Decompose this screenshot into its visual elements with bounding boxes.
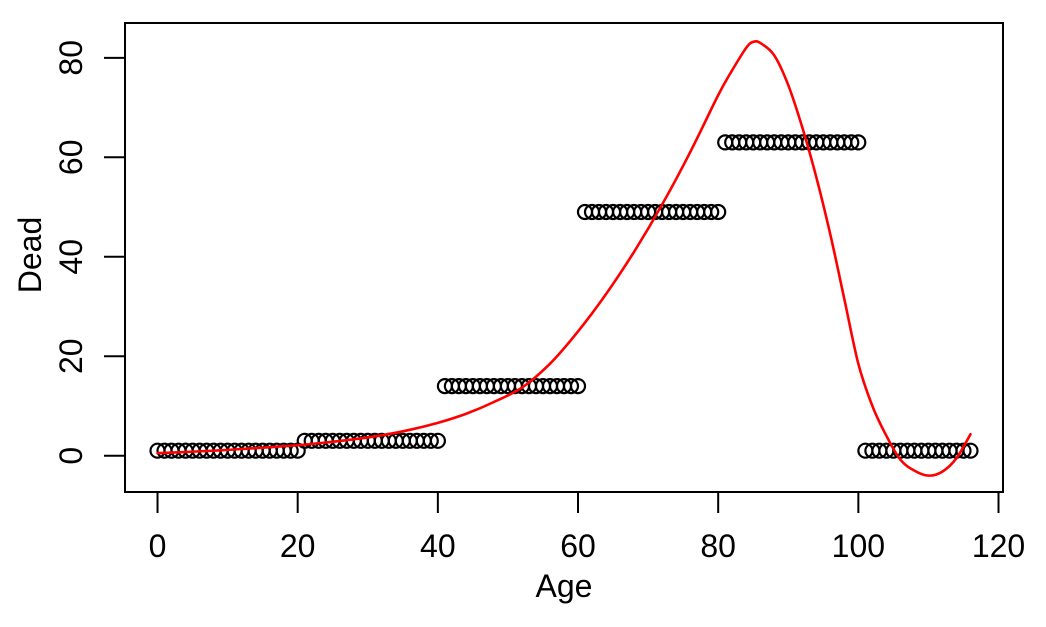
x-tick-label: 40: [420, 528, 456, 564]
data-point: [703, 203, 720, 221]
data-point: [422, 432, 439, 449]
y-axis-title: Dead: [12, 217, 48, 294]
y-tick-label: 80: [53, 40, 89, 76]
data-points-layer: [149, 134, 979, 459]
data-point: [850, 134, 867, 151]
fitted-curve: [156, 39, 972, 477]
y-axis-layer: 0 20 40 60 80: [53, 40, 125, 465]
x-axis-layer: 0 20 40 60 80 100 120: [149, 492, 1025, 564]
data-point: [429, 432, 446, 449]
x-tick-label: 60: [560, 528, 596, 564]
y-tick-label: 60: [53, 140, 89, 176]
plot-frame-layer: [124, 22, 1004, 493]
x-tick-label: 80: [700, 528, 736, 564]
x-tick-label: 120: [972, 528, 1025, 564]
data-point: [562, 378, 580, 395]
data-point: [962, 442, 979, 459]
y-tick-label: 20: [53, 338, 89, 374]
y-tick-label: 40: [53, 239, 89, 275]
x-tick-label: 0: [149, 528, 167, 564]
y-tick-label: 0: [53, 447, 89, 465]
data-point: [569, 378, 587, 395]
data-point: [955, 442, 972, 459]
x-axis-title: Age: [536, 568, 593, 604]
data-point: [843, 134, 860, 151]
x-tick-label: 20: [280, 528, 316, 564]
x-tick-label: 100: [832, 528, 885, 564]
data-point: [710, 203, 727, 221]
fitted-curve-layer: [156, 39, 972, 477]
plot-frame: [124, 22, 1004, 493]
data-point: [282, 442, 299, 459]
